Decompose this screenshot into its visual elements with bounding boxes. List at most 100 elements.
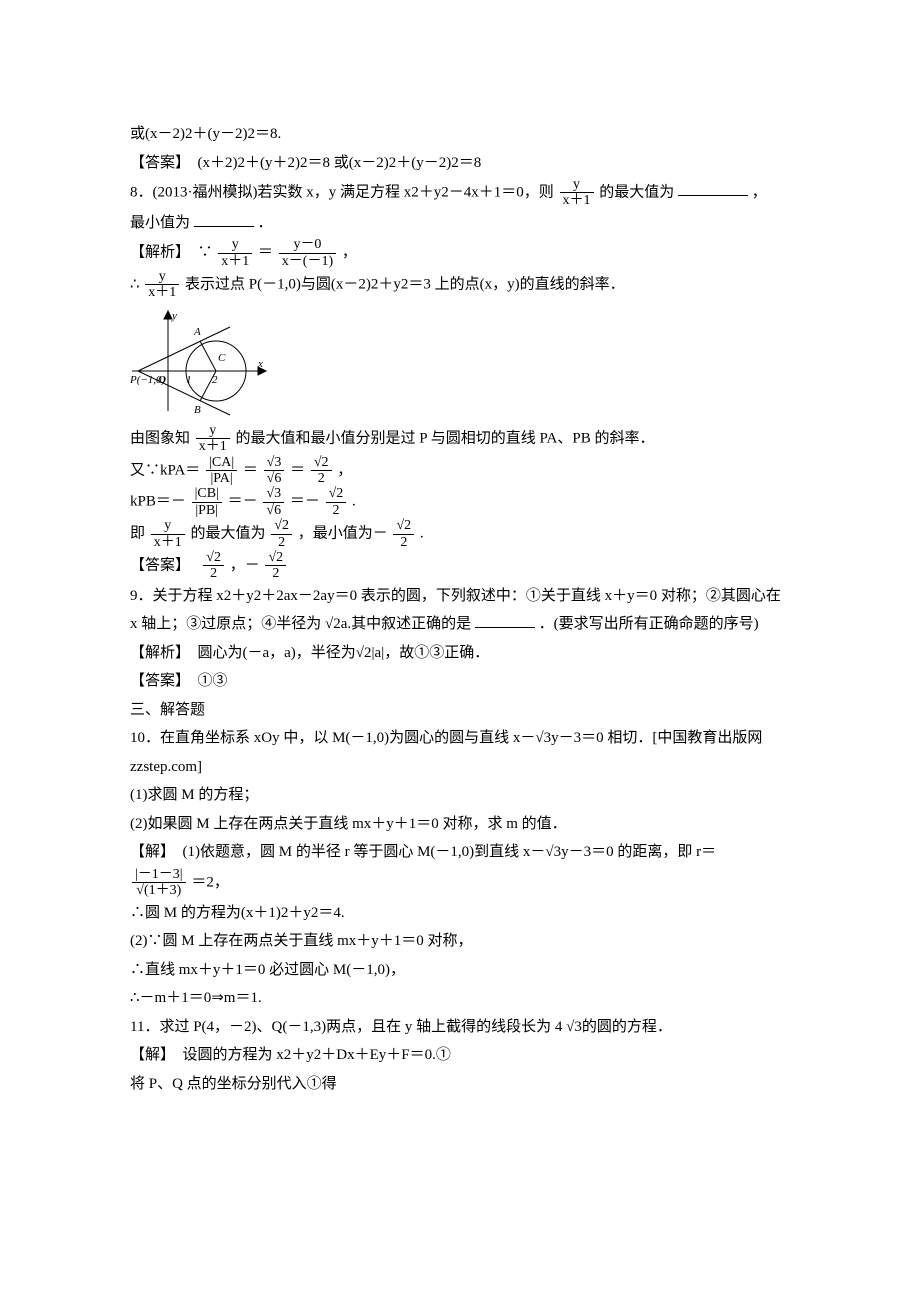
num: √2	[393, 518, 414, 534]
label-1: 1	[186, 374, 192, 386]
sol-label: 【解析】 ∵	[130, 245, 213, 261]
frac-r2-2-ans1: √2 2	[203, 550, 224, 582]
q9-ans: 【答案】 ①③	[130, 667, 790, 696]
q9: 9．关于方程 x2＋y2＋2ax－2ay＝0 表示的圆，下列叙述中：①关于直线 …	[130, 582, 790, 639]
frac-y-x1-5: y x＋1	[151, 518, 185, 550]
eq-mid: ＝	[258, 245, 273, 261]
den: x＋1	[196, 439, 230, 454]
s4mid1: ＝－	[228, 494, 258, 510]
label-C: C	[218, 352, 226, 364]
section-3: 三、解答题	[130, 696, 790, 725]
q11: 11．求过 P(4，－2)、Q(－1,3)两点，且在 y 轴上截得的线段长为 4…	[130, 1013, 790, 1042]
q10-sol3: (2)∵圆 M 上存在两点关于直线 mx＋y＋1＝0 对称，	[130, 927, 790, 956]
q9-sol: 【解析】 圆心为(－a，a)，半径为√2|a|，故①③正确．	[130, 639, 790, 668]
s3a: 又∵kPA＝	[130, 462, 200, 478]
s5c: ，最小值为－	[298, 526, 388, 542]
num: y	[151, 518, 185, 534]
den: 2	[203, 566, 224, 581]
frac-r3-r6-b: √3 √6	[263, 486, 284, 518]
num: √2	[326, 486, 347, 502]
num: √3	[264, 455, 285, 471]
q10-sol2: ∴圆 M 的方程为(x＋1)2＋y2＝4.	[130, 899, 790, 928]
frac-r2-2: √2 2	[311, 455, 332, 487]
q10-sol1-frac: |－1－3| √(1＋3) ＝2，	[130, 867, 790, 899]
q8-sol-kPA: 又∵kPA＝ |CA| |PA| ＝ √3 √6 ＝ √2 2 ，	[130, 455, 790, 487]
s2b: 的最大值和最小值分别是过 P 与圆相切的直线 PA、PB 的斜率．	[236, 430, 655, 446]
num: |－1－3|	[132, 867, 186, 883]
frac-y-over-x1: y x＋1	[560, 177, 594, 209]
s3end: ，	[337, 462, 352, 478]
q8-line2: 最小值为 ．	[130, 209, 790, 238]
s4end: .	[352, 494, 356, 510]
ans-sep: ，－	[230, 557, 260, 573]
den: x－(－1)	[279, 254, 336, 269]
ans-label: 【答案】	[130, 557, 198, 573]
q8-sol-kPB: kPB＝－ |CB| |PB| ＝－ √3 √6 ＝－ √2 2 .	[130, 486, 790, 518]
num: y－0	[279, 237, 336, 253]
den: x＋1	[145, 285, 179, 300]
s5b: 的最大值为	[191, 526, 266, 542]
den: 2	[393, 535, 414, 550]
num: y	[145, 269, 179, 285]
blank-q9	[475, 612, 535, 628]
s5d: .	[420, 526, 424, 542]
num: |CA|	[206, 455, 237, 471]
num: y	[218, 237, 252, 253]
den: √(1＋3)	[132, 883, 186, 898]
q8-sol-final: 即 y x＋1 的最大值为 √2 2 ，最小值为－ √2 2 .	[130, 518, 790, 550]
q8-text-d: 最小值为	[130, 215, 190, 231]
line-prev-or: 或(x－2)2＋(y－2)2＝8.	[130, 120, 790, 149]
num: √3	[263, 486, 284, 502]
num: √2	[203, 550, 224, 566]
q8-text-e: ．	[258, 215, 273, 231]
therefore: ∴	[130, 276, 140, 292]
s1b: 表示过点 P(－1,0)与圆(x－2)2＋y2＝3 上的点(x，y)的直线的斜率…	[185, 276, 625, 292]
q8-sol-2: ∴ y x＋1 表示过点 P(－1,0)与圆(x－2)2＋y2＝3 上的点(x，…	[130, 269, 790, 301]
frac-y-x1-3: y x＋1	[145, 269, 179, 301]
label-P: P(−1,0)	[130, 374, 166, 386]
sol-end: ，	[342, 245, 357, 261]
frac-r3-r6: √3 √6	[264, 455, 285, 487]
q8-sol-3: 由图象知 y x＋1 的最大值和最小值分别是过 P 与圆相切的直线 PA、PB …	[130, 423, 790, 455]
den: 2	[326, 503, 347, 518]
num: |CB|	[192, 486, 222, 502]
q8-answer: 【答案】 √2 2 ，－ √2 2	[130, 550, 790, 582]
circle-tangent-diagram: y x A B C O 1 2 P(−1,0)	[130, 307, 270, 417]
q10-sol1-end: ＝2，	[191, 874, 229, 890]
label-A: A	[193, 326, 201, 338]
frac-y-x1-4: y x＋1	[196, 423, 230, 455]
q8-text-a: 8．(2013·福州模拟)若实数 x，y 满足方程 x2＋y2－4x＋1＝0，则	[130, 184, 554, 200]
frac-r2-2-b: √2 2	[326, 486, 347, 518]
den: 2	[265, 566, 286, 581]
num: y	[196, 423, 230, 439]
answer-prev: 【答案】 (x＋2)2＋(y＋2)2＝8 或(x－2)2＋(y－2)2＝8	[130, 149, 790, 178]
q10-1: (1)求圆 M 的方程；	[130, 781, 790, 810]
blank-min	[194, 211, 254, 227]
den: |PB|	[192, 503, 222, 518]
frac-CA-PA: |CA| |PA|	[206, 455, 237, 487]
s2a: 由图象知	[130, 430, 190, 446]
q10-sol1: 【解】 (1)依题意，圆 M 的半径 r 等于圆心 M(－1,0)到直线 x－√…	[130, 838, 790, 867]
den: √6	[263, 503, 284, 518]
q8-text-b: 的最大值为	[599, 184, 674, 200]
q8-text-c: ，	[752, 184, 767, 200]
den: x＋1	[151, 535, 185, 550]
s5a: 即	[130, 526, 145, 542]
q8-sol-1: 【解析】 ∵ y x＋1 ＝ y－0 x－(－1) ，	[130, 237, 790, 269]
den: x＋1	[560, 193, 594, 208]
blank-max	[678, 180, 748, 196]
num: y	[560, 177, 594, 193]
s4mid2: ＝－	[290, 494, 320, 510]
q10: 10．在直角坐标系 xOy 中，以 M(－1,0)为圆心的圆与直线 x－√3y－…	[130, 724, 790, 781]
num: √2	[311, 455, 332, 471]
q11-sol2: 将 P、Q 点的坐标分别代入①得	[130, 1070, 790, 1099]
label-x: x	[257, 358, 263, 370]
q10-sol5: ∴－m＋1＝0⇒m＝1.	[130, 984, 790, 1013]
den: x＋1	[218, 254, 252, 269]
den: 2	[311, 471, 332, 486]
q10-sol4: ∴直线 mx＋y＋1＝0 必过圆心 M(－1,0)，	[130, 956, 790, 985]
q8: 8．(2013·福州模拟)若实数 x，y 满足方程 x2＋y2－4x＋1＝0，则…	[130, 177, 790, 209]
q10-sol1-text: 【解】 (1)依题意，圆 M 的半径 r 等于圆心 M(－1,0)到直线 x－√…	[130, 844, 716, 860]
frac-y0: y－0 x－(－1)	[279, 237, 336, 269]
frac-y-x1-2: y x＋1	[218, 237, 252, 269]
